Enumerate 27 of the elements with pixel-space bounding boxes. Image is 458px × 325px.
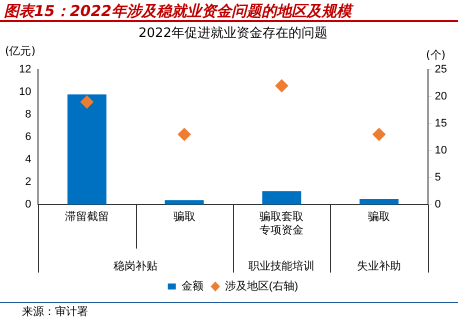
- y2-tick-label: 10: [434, 144, 448, 157]
- y-axis-title: (亿元): [4, 44, 36, 58]
- x-tick-label: 骗取: [368, 210, 390, 224]
- x-tick-label: 骗取: [173, 210, 196, 224]
- y-tick-label: 12: [18, 64, 32, 76]
- y-tick-label: 0: [25, 198, 32, 211]
- y2-tick-label: 15: [434, 118, 448, 130]
- chart-subtitle: 2022年促进就业资金存在的问题: [138, 26, 328, 42]
- text: 失业补助: [357, 259, 402, 272]
- y2-axis-title: (个): [426, 48, 446, 62]
- y2-tick-label: 20: [434, 90, 448, 103]
- chart-title: 图表15：2022年涉及稳就业资金问题的地区及规模: [0, 0, 458, 22]
- source-note: 来源：审计署: [0, 302, 458, 323]
- text: 职业技能培训: [248, 259, 315, 272]
- text: 稳岗补贴: [114, 259, 158, 272]
- y-tick-label: 6: [25, 131, 32, 144]
- y-tick-label: 8: [25, 108, 32, 121]
- x-tick-label: 骗取套取专项资金: [260, 210, 304, 236]
- y-tick-label: 4: [25, 154, 32, 166]
- y2-tick-label: 5: [434, 172, 441, 184]
- x-tick-label: 滞留截留: [64, 210, 109, 224]
- legend-label: 金额: [181, 280, 204, 293]
- y-tick-label: 10: [18, 86, 32, 98]
- legend-label: 涉及地区(右轴): [224, 280, 298, 293]
- y-tick-label: 2: [25, 176, 32, 188]
- y2-tick-label: 0: [434, 198, 441, 211]
- y2-tick-label: 25: [434, 64, 448, 76]
